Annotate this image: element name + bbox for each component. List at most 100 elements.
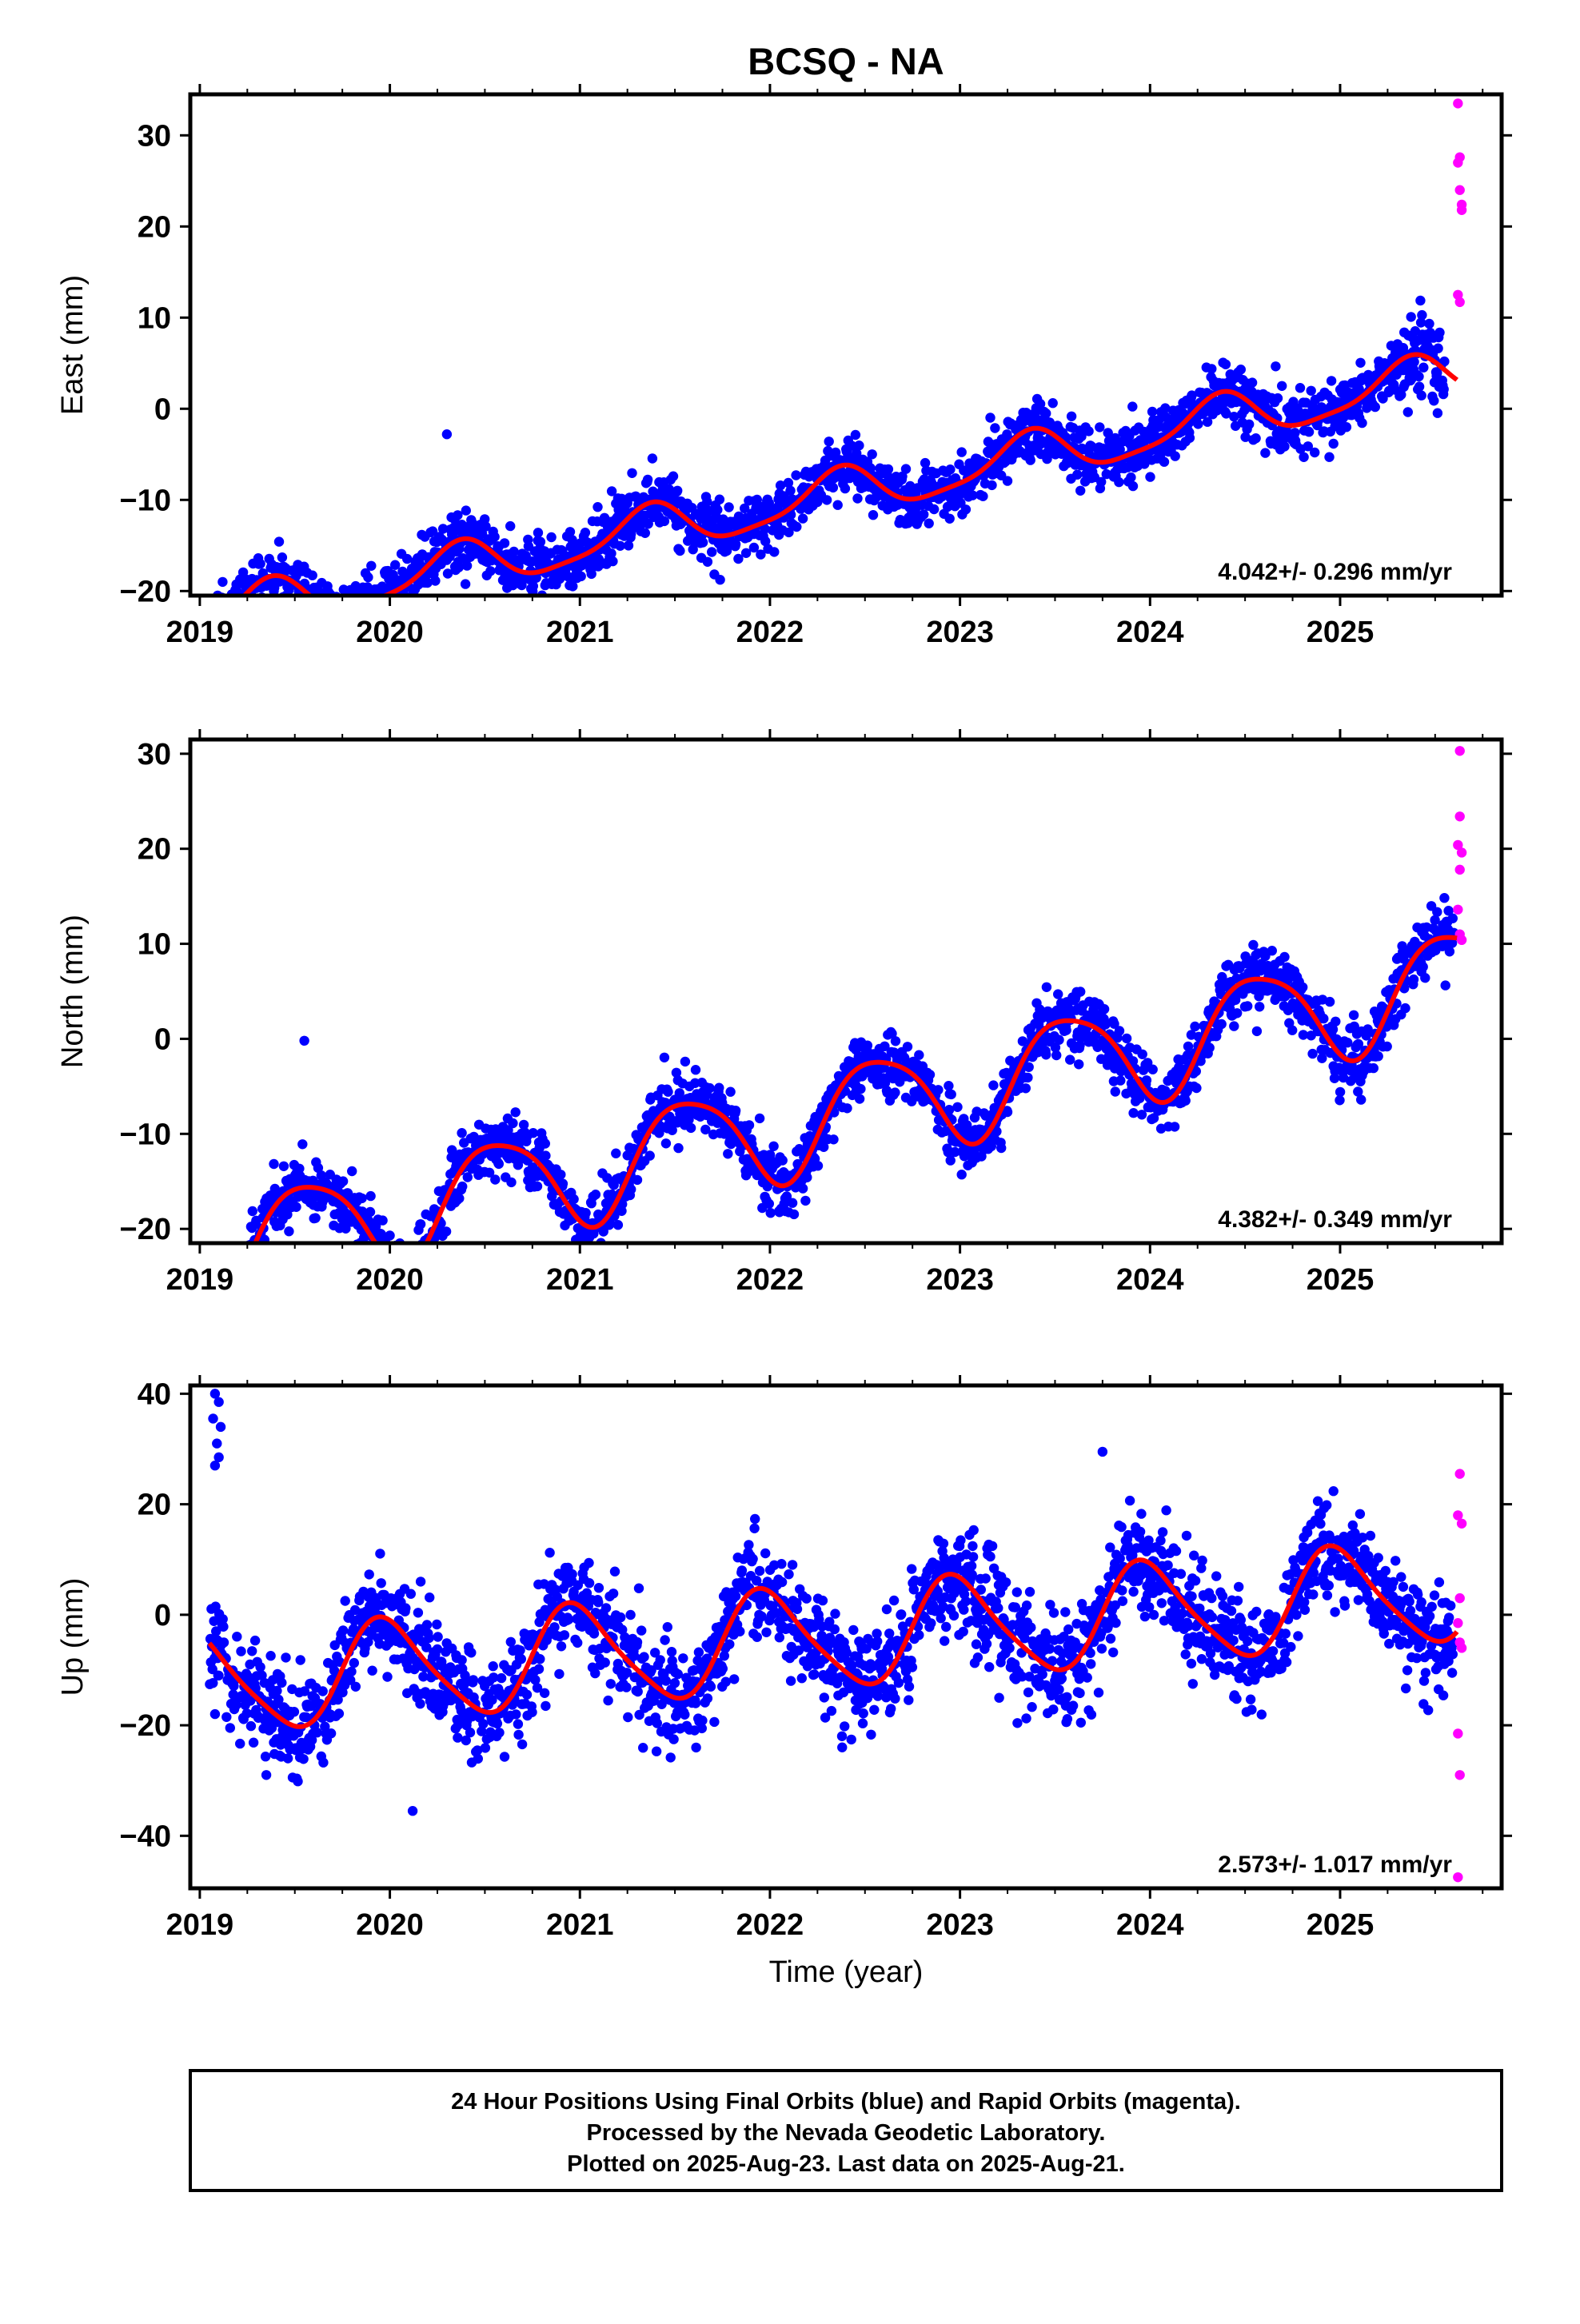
data-point (1403, 407, 1413, 417)
data-point (581, 528, 590, 537)
y-axis-label: North (mm) (56, 915, 90, 1068)
data-point (798, 513, 808, 523)
x-tick-label: 2021 (546, 616, 614, 649)
data-point (281, 1652, 290, 1662)
data-point (1053, 989, 1063, 999)
data-point (680, 1057, 690, 1066)
data-point (312, 1728, 321, 1737)
data-point (645, 1150, 655, 1160)
data-point (1244, 420, 1254, 429)
data-point (1229, 1021, 1239, 1030)
data-point (1138, 1050, 1147, 1059)
data-point (1439, 385, 1449, 394)
data-point (1324, 452, 1334, 462)
data-point (1075, 987, 1085, 996)
data-point (802, 1173, 812, 1182)
data-point (221, 1712, 231, 1722)
data-point (453, 510, 462, 520)
data-point (1041, 409, 1051, 418)
data-point (1414, 372, 1423, 381)
data-point (413, 1608, 423, 1617)
data-point (461, 505, 471, 515)
data-point (798, 1183, 808, 1193)
data-point (461, 579, 470, 588)
x-tick-label: 2021 (546, 1263, 614, 1297)
data-point (1048, 398, 1058, 408)
data-point (293, 1776, 302, 1786)
data-point (707, 547, 716, 556)
data-point (1418, 363, 1428, 373)
data-point (283, 1753, 293, 1763)
data-point (613, 1220, 623, 1230)
data-point (454, 563, 464, 572)
data-point (357, 1194, 366, 1203)
data-point (884, 464, 893, 474)
data-point (489, 532, 499, 541)
data-point (433, 1632, 442, 1641)
data-point (425, 1593, 434, 1602)
data-point (424, 1633, 433, 1643)
data-point (842, 1103, 852, 1113)
data-point (1252, 1026, 1262, 1036)
data-point (326, 1728, 336, 1738)
data-point (675, 546, 684, 556)
data-point (824, 436, 834, 446)
data-point (1003, 1107, 1012, 1117)
data-point (265, 1651, 275, 1660)
data-point (1236, 365, 1246, 374)
data-point (1420, 973, 1430, 983)
data-point (569, 1194, 578, 1204)
data-point (457, 1655, 466, 1664)
data-point (318, 1686, 328, 1696)
data-point (1357, 418, 1367, 428)
data-point (416, 1219, 425, 1229)
data-point (712, 505, 722, 515)
data-point (1417, 310, 1426, 320)
data-point (1145, 472, 1155, 481)
data-point (822, 495, 832, 504)
data-point (1115, 1026, 1124, 1035)
data-point (478, 1719, 488, 1728)
data-point (1255, 1002, 1264, 1011)
data-point (219, 1637, 229, 1647)
data-point (961, 504, 971, 514)
data-point (506, 1178, 516, 1187)
data-point (274, 536, 284, 546)
data-point (946, 1155, 956, 1165)
data-point (996, 1143, 1006, 1153)
data-point (349, 1658, 359, 1668)
x-tick-label: 2022 (736, 1263, 804, 1297)
data-point (556, 1170, 565, 1179)
data-point (441, 1226, 451, 1236)
data-point (648, 453, 657, 463)
data-point (925, 1070, 935, 1079)
rapid-orbit-point (1455, 185, 1465, 195)
data-point (415, 1699, 425, 1708)
data-point (1409, 357, 1418, 367)
y-tick-label: −20 (120, 575, 171, 608)
data-point (1433, 344, 1442, 353)
data-point (768, 1142, 778, 1151)
data-point (463, 1172, 473, 1182)
data-point (375, 1549, 385, 1558)
data-point (277, 1678, 286, 1688)
data-point (213, 1671, 223, 1680)
data-point (533, 528, 543, 537)
data-point (1127, 401, 1137, 411)
data-point (1433, 409, 1442, 418)
y-tick-label: 30 (138, 738, 171, 771)
rapid-orbit-point (1455, 152, 1465, 161)
data-point (914, 1050, 924, 1060)
data-point (1111, 1086, 1120, 1096)
x-tick-label: 2023 (926, 616, 994, 649)
data-point (1439, 893, 1449, 903)
data-point (1310, 448, 1319, 457)
data-point (546, 532, 556, 542)
data-point (217, 577, 227, 587)
data-point (778, 1155, 788, 1165)
data-point (310, 1213, 320, 1222)
data-point (661, 1138, 671, 1148)
data-point (1147, 407, 1157, 417)
data-point (462, 560, 472, 570)
data-point (1271, 361, 1280, 371)
